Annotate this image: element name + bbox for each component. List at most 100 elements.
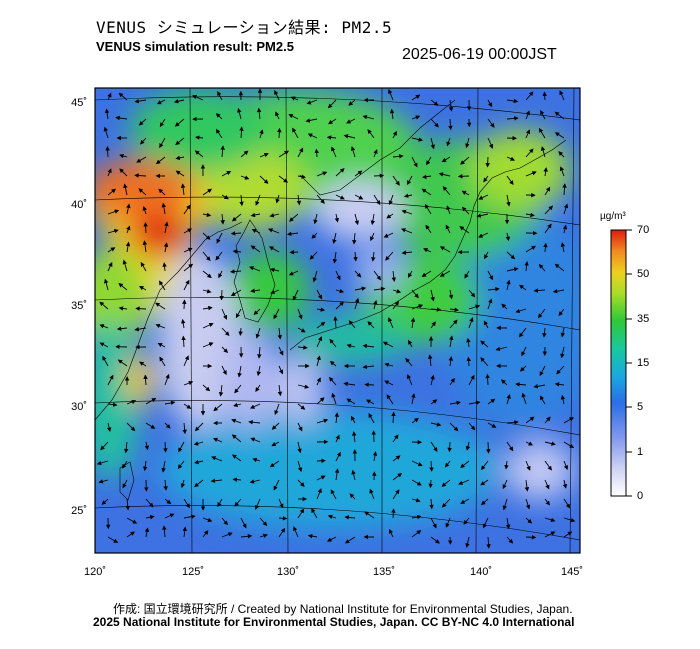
wind-arrow bbox=[289, 213, 299, 222]
wind-arrow bbox=[346, 118, 356, 124]
wind-arrow bbox=[235, 308, 242, 319]
wind-arrow bbox=[487, 398, 496, 405]
wind-arrow bbox=[297, 345, 308, 350]
wind-arrow bbox=[487, 270, 493, 281]
wind-arrow bbox=[539, 395, 546, 405]
wind-arrow bbox=[135, 306, 147, 311]
wind-arrow bbox=[278, 516, 288, 521]
wind-arrow bbox=[213, 403, 223, 412]
wind-arrow bbox=[354, 297, 360, 310]
wind-arrow bbox=[202, 322, 214, 329]
wind-arrow bbox=[249, 403, 261, 409]
wind-arrow bbox=[461, 206, 470, 215]
wind-arrow bbox=[278, 527, 286, 538]
wind-arrow bbox=[107, 536, 119, 543]
wind-arrow bbox=[316, 397, 325, 405]
wind-arrow bbox=[125, 241, 131, 253]
wind-arrow bbox=[326, 536, 337, 542]
wind-arrow bbox=[202, 251, 211, 262]
wind-arrow bbox=[161, 202, 167, 215]
wind-arrow bbox=[366, 399, 375, 405]
wind-arrow bbox=[459, 226, 470, 234]
wind-arrow bbox=[448, 356, 454, 367]
wind-arrow bbox=[506, 251, 516, 260]
wind-arrow bbox=[407, 175, 413, 185]
wind-arrow bbox=[430, 517, 437, 529]
wind-arrow bbox=[217, 498, 223, 508]
wind-arrow bbox=[118, 283, 128, 291]
wind-arrow bbox=[103, 278, 109, 291]
wind-arrow bbox=[525, 245, 536, 253]
wind-arrow bbox=[240, 175, 250, 180]
wind-arrow bbox=[107, 402, 118, 407]
wind-arrow bbox=[122, 259, 128, 272]
wind-arrow bbox=[430, 374, 435, 386]
wind-arrow bbox=[101, 498, 109, 505]
wind-arrow bbox=[331, 392, 337, 405]
wind-arrow bbox=[99, 324, 109, 329]
wind-arrow bbox=[182, 299, 187, 310]
wind-arrow bbox=[350, 415, 356, 424]
wind-arrow bbox=[371, 251, 376, 262]
wind-arrow bbox=[540, 110, 546, 120]
wind-arrow bbox=[505, 517, 511, 530]
wind-arrow bbox=[155, 302, 166, 310]
wind-arrow bbox=[442, 186, 451, 196]
wind-arrow bbox=[506, 441, 514, 452]
wind-arrow bbox=[231, 454, 242, 462]
wind-arrow bbox=[430, 289, 435, 302]
wind-arrow bbox=[447, 441, 452, 453]
wind-arrow bbox=[449, 319, 458, 329]
wind-arrow bbox=[118, 92, 128, 101]
wind-vectors bbox=[96, 88, 576, 549]
wind-arrow bbox=[406, 374, 413, 386]
wind-arrow bbox=[162, 262, 167, 272]
wind-arrow bbox=[297, 147, 304, 158]
colorbar-tick-50: 50 bbox=[637, 268, 650, 280]
wind-arrow bbox=[353, 251, 358, 262]
wind-arrow bbox=[202, 517, 213, 523]
wind-arrow bbox=[392, 472, 403, 481]
wind-arrow bbox=[427, 354, 433, 367]
wind-arrow bbox=[159, 137, 166, 149]
wind-arrow bbox=[175, 170, 185, 177]
wind-arrow bbox=[444, 460, 451, 468]
wind-arrow bbox=[331, 146, 337, 158]
wind-arrow bbox=[221, 194, 229, 200]
wind-arrow bbox=[212, 437, 223, 443]
wind-arrow bbox=[562, 479, 568, 489]
pm25-field bbox=[95, 88, 580, 553]
wind-arrow bbox=[334, 468, 340, 481]
wind-arrow bbox=[539, 365, 546, 377]
latitude-gridline bbox=[95, 400, 580, 436]
wind-arrow bbox=[351, 469, 356, 481]
wind-arrow bbox=[329, 360, 337, 367]
longitude-gridline bbox=[569, 88, 575, 553]
wind-arrow bbox=[392, 434, 399, 443]
wind-arrow bbox=[269, 267, 280, 273]
wind-arrow bbox=[288, 114, 299, 120]
wind-arrow bbox=[123, 441, 129, 454]
wind-arrow bbox=[425, 224, 432, 234]
wind-arrow bbox=[145, 398, 157, 405]
wind-arrow bbox=[277, 384, 283, 397]
wind-arrow bbox=[134, 173, 147, 178]
colorbar-tick-0: 0 bbox=[637, 490, 644, 502]
wind-arrow bbox=[411, 530, 422, 538]
wind-arrow bbox=[487, 137, 494, 149]
wind-arrow bbox=[560, 327, 566, 338]
wind-arrow bbox=[543, 167, 548, 177]
wind-arrow bbox=[144, 441, 150, 451]
wind-arrow bbox=[506, 536, 514, 544]
wind-arrow bbox=[202, 212, 212, 218]
wind-arrow bbox=[344, 515, 356, 520]
wind-arrow bbox=[158, 188, 166, 196]
license-line: 2025 National Institute for Environmenta… bbox=[93, 615, 575, 629]
wind-arrow bbox=[335, 270, 341, 281]
wind-arrow bbox=[107, 188, 117, 196]
wind-arrow bbox=[192, 95, 204, 101]
wind-arrow bbox=[391, 270, 397, 282]
wind-arrow bbox=[538, 127, 546, 139]
wind-arrow bbox=[515, 382, 527, 387]
wind-arrow bbox=[424, 203, 432, 215]
